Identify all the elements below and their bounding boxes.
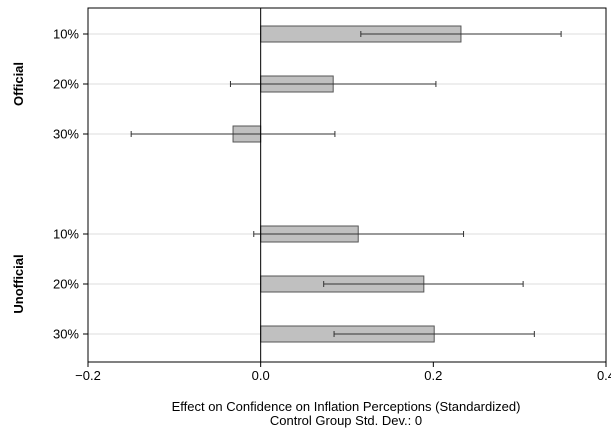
x-tick-label-2: 0.2	[424, 368, 442, 383]
error-bar-layer	[130, 31, 562, 337]
x-axis-subtitle: Control Group Std. Dev.: 0	[270, 413, 422, 428]
group-label-unofficial: Unofficial	[11, 254, 26, 313]
y-tick-label-unofficial-1: 20%	[53, 277, 79, 292]
y-tick-label-unofficial-2: 30%	[53, 327, 79, 342]
x-tick-label-1: 0.0	[252, 368, 270, 383]
y-tick-label-official-1: 20%	[53, 77, 79, 92]
x-tick-label-0: −0.2	[75, 368, 101, 383]
plot-frame	[87, 7, 607, 363]
y-tick-label-unofficial-0: 10%	[53, 227, 79, 242]
axis-layer	[83, 7, 607, 367]
group-label-official: Official	[11, 62, 26, 106]
x-tick-label-3: 0.4	[597, 368, 611, 383]
bar-layer	[232, 25, 462, 343]
y-tick-label-official-0: 10%	[53, 27, 79, 42]
x-axis-title: Effect on Confidence on Inflation Percep…	[172, 399, 521, 414]
y-tick-label-official-2: 30%	[53, 127, 79, 142]
label-layer: −0.2 0.0 0.2 0.4 10% 20% 30% Official 10% 20% 30% U…	[11, 27, 611, 384]
